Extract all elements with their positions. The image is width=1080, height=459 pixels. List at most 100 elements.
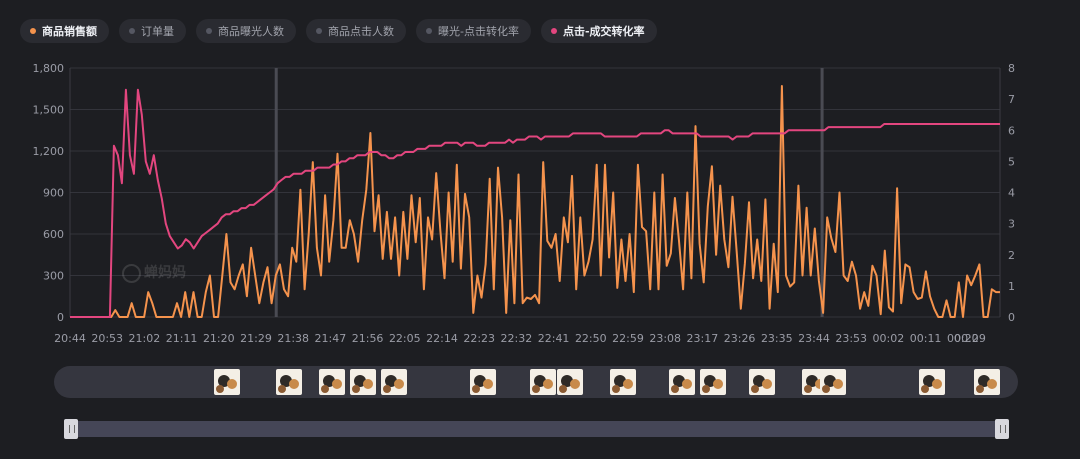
product-image-shape	[543, 379, 553, 389]
product-image-shape	[394, 379, 404, 389]
product-image-shape	[623, 379, 633, 389]
product-image-shape	[216, 385, 224, 393]
x-tick-label: 00:20	[947, 332, 979, 345]
chart-legend: 商品销售额 订单量 商品曝光人数 商品点击人数 曝光-点击转化率 点击-成交转化率	[20, 19, 657, 43]
y-right-tick-label: 0	[1008, 311, 1015, 324]
product-thumbnail[interactable]	[381, 369, 407, 395]
x-tick-label: 21:29	[240, 332, 272, 345]
y-right-tick-label: 5	[1008, 155, 1015, 168]
x-tick-label: 20:44	[54, 332, 86, 345]
product-thumbnail[interactable]	[530, 369, 556, 395]
sales-line	[70, 85, 1000, 318]
product-image-shape	[278, 385, 286, 393]
range-slider-end-handle[interactable]	[995, 419, 1009, 439]
range-slider-start-handle[interactable]	[64, 419, 78, 439]
x-tick-label: 21:20	[203, 332, 235, 345]
y-right-tick-label: 4	[1008, 187, 1015, 200]
product-image-shape	[289, 379, 299, 389]
legend-label: 订单量	[141, 25, 174, 38]
legend-item[interactable]: 商品销售额	[20, 19, 109, 43]
x-tick-label: 20:53	[91, 332, 123, 345]
legend-dot-icon	[426, 28, 432, 34]
product-image-shape	[833, 379, 843, 389]
x-tick-label: 00:29	[954, 332, 986, 345]
legend-item[interactable]: 曝光-点击转化率	[416, 19, 531, 43]
product-image-shape	[751, 385, 759, 393]
product-image-shape	[804, 385, 812, 393]
watermark-icon	[122, 263, 141, 283]
product-image-shape	[932, 379, 942, 389]
product-image-shape	[762, 379, 772, 389]
x-tick-label: 23:17	[687, 332, 719, 345]
y-right-tick-label: 8	[1008, 62, 1015, 75]
legend-item[interactable]: 商品曝光人数	[196, 19, 296, 43]
legend-item[interactable]: 商品点击人数	[306, 19, 406, 43]
x-tick-label: 21:38	[277, 332, 309, 345]
x-tick-label: 23:44	[798, 332, 830, 345]
product-image-shape	[702, 385, 710, 393]
product-image-shape	[612, 385, 620, 393]
product-thumbnail[interactable]	[319, 369, 345, 395]
x-tick-label: 21:02	[129, 332, 161, 345]
product-image-shape	[570, 379, 580, 389]
watermark-text: 蝉妈妈	[144, 265, 186, 281]
x-tick-label: 00:02	[873, 332, 905, 345]
legend-label: 商品点击人数	[328, 25, 394, 38]
product-image-shape	[921, 385, 929, 393]
product-thumbnail[interactable]	[276, 369, 302, 395]
x-tick-label: 22:23	[463, 332, 495, 345]
x-tick-label: 21:47	[315, 332, 347, 345]
x-tick-label: 22:32	[501, 332, 533, 345]
legend-item[interactable]: 订单量	[119, 19, 186, 43]
product-image-shape	[472, 385, 480, 393]
product-thumbnail[interactable]	[610, 369, 636, 395]
legend-label: 商品曝光人数	[218, 25, 284, 38]
legend-label: 曝光-点击转化率	[438, 25, 519, 38]
x-tick-label: 23:53	[835, 332, 867, 345]
product-thumbnail[interactable]	[919, 369, 945, 395]
legend-item[interactable]: 点击-成交转化率	[540, 19, 657, 43]
legend-dot-icon	[206, 28, 212, 34]
x-tick-label: 00:11	[910, 332, 942, 345]
product-thumbnail[interactable]	[749, 369, 775, 395]
y-left-tick-label: 1,200	[33, 145, 65, 158]
product-thumbnail[interactable]	[820, 369, 846, 395]
y-right-tick-label: 6	[1008, 124, 1015, 137]
conversion-rate-line	[70, 88, 1000, 318]
product-thumbnail[interactable]	[350, 369, 376, 395]
y-right-tick-label: 2	[1008, 249, 1015, 262]
product-thumbnail-strip	[54, 366, 1018, 398]
x-tick-label: 23:26	[724, 332, 756, 345]
product-image-shape	[987, 379, 997, 389]
product-thumbnail[interactable]	[470, 369, 496, 395]
product-image-shape	[321, 385, 329, 393]
y-right-tick-label: 1	[1008, 280, 1015, 293]
product-image-shape	[332, 379, 342, 389]
product-thumbnail[interactable]	[214, 369, 240, 395]
y-left-tick-label: 1,800	[33, 62, 65, 75]
product-image-shape	[976, 385, 984, 393]
product-image-shape	[383, 385, 391, 393]
x-tick-label: 21:56	[352, 332, 384, 345]
product-thumbnail[interactable]	[974, 369, 1000, 395]
product-image-shape	[352, 385, 360, 393]
product-thumbnail[interactable]	[669, 369, 695, 395]
product-image-shape	[227, 379, 237, 389]
legend-label: 点击-成交转化率	[562, 25, 645, 38]
legend-dot-icon	[550, 28, 557, 34]
legend-dot-icon	[30, 28, 36, 34]
x-tick-label: 22:59	[612, 332, 644, 345]
watermark-logo: 蝉妈妈	[122, 262, 186, 283]
product-thumbnail[interactable]	[557, 369, 583, 395]
product-thumbnail[interactable]	[700, 369, 726, 395]
y-right-tick-label: 7	[1008, 93, 1015, 106]
y-left-tick-label: 600	[43, 228, 64, 241]
x-tick-label: 22:14	[426, 332, 458, 345]
range-slider-track[interactable]	[64, 421, 1009, 437]
product-image-shape	[682, 379, 692, 389]
product-image-shape	[483, 379, 493, 389]
y-left-tick-label: 0	[57, 311, 64, 324]
y-left-tick-label: 900	[43, 187, 64, 200]
product-image-shape	[363, 379, 373, 389]
